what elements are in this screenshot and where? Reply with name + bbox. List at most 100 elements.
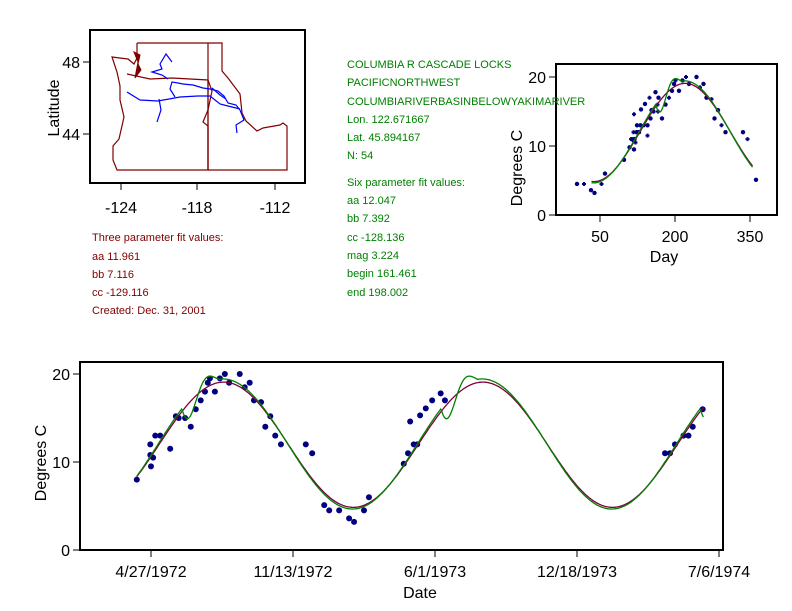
river-line bbox=[126, 91, 241, 110]
day-plot-data-point bbox=[653, 89, 658, 95]
day-plot-data-point bbox=[712, 116, 717, 121]
six-fit-mag: mag 3.224 bbox=[347, 250, 399, 262]
map-x-tick-label: -124 bbox=[105, 200, 137, 217]
six-fit-bb: bb 7.392 bbox=[347, 213, 390, 225]
day-plot-six-param-fit-line bbox=[591, 77, 754, 184]
day-plot-data-point-plus bbox=[645, 133, 650, 138]
river-line bbox=[209, 88, 245, 134]
date-plot-data-point bbox=[407, 418, 414, 425]
six-fit-cc: cc -128.136 bbox=[347, 232, 405, 244]
date-plot-data-point bbox=[422, 405, 429, 412]
day-plot-data-point bbox=[574, 181, 580, 187]
date-y-axis-label: Degrees C bbox=[33, 425, 50, 501]
day-plot-data-point bbox=[588, 187, 594, 193]
day-plot-data-point bbox=[701, 81, 706, 87]
day-plot-x-tick-label: 50 bbox=[591, 229, 609, 246]
date-plot-frame bbox=[79, 361, 724, 551]
day-plot-data-point bbox=[676, 88, 682, 94]
date-plot-data-point bbox=[417, 412, 424, 419]
station-basin: COLUMBIARIVERBASINBELOWYAKIMARIVER bbox=[347, 96, 586, 108]
map-y-tick-label: 44 bbox=[62, 127, 80, 144]
date-plot-data-point bbox=[437, 390, 444, 397]
day-plot-data-point bbox=[634, 123, 640, 128]
created-date: Created: Dec. 31, 2001 bbox=[92, 305, 206, 317]
day-plot-data-point bbox=[642, 101, 648, 107]
station-n: N: 54 bbox=[347, 150, 374, 162]
date-plot-data-point bbox=[429, 397, 436, 404]
date-plot-data-point bbox=[336, 507, 343, 514]
day-plot-data-point bbox=[659, 116, 665, 121]
six-fit-aa: aa 12.047 bbox=[347, 195, 396, 207]
date-plot-data-point bbox=[365, 494, 372, 501]
map-y-tick-label: 48 bbox=[62, 55, 80, 72]
day-plot-three-param-fit-line bbox=[591, 82, 753, 183]
date-plot-data-point bbox=[326, 507, 333, 514]
date-plot-data-point bbox=[351, 518, 358, 525]
date-plot-data-point bbox=[662, 450, 669, 457]
map-frame bbox=[89, 29, 306, 184]
river-line bbox=[211, 87, 227, 100]
date-plot-data-point bbox=[157, 432, 164, 439]
date-plot-data-point bbox=[175, 415, 182, 421]
date-plot-y-tick-label: 20 bbox=[52, 367, 70, 384]
day-plot-data-point-plus bbox=[632, 112, 636, 117]
date-plot-data-point bbox=[133, 476, 140, 483]
date-plot-data-point bbox=[246, 379, 253, 386]
date-plot-data-point bbox=[221, 371, 228, 377]
day-plot-data-point bbox=[592, 190, 597, 196]
three-fit-bb: bb 7.116 bbox=[92, 269, 135, 281]
six-fit-title: Six parameter fit values: bbox=[347, 177, 465, 189]
day-plot-data-point-plus bbox=[684, 75, 688, 79]
station-name: COLUMBIA R CASCADE LOCKS bbox=[347, 59, 512, 71]
day-x-axis-label: Day bbox=[650, 249, 678, 266]
day-plot-x-tick-label: 350 bbox=[737, 229, 764, 246]
six-fit-end: end 198.002 bbox=[347, 287, 409, 299]
date-plot-x-tick-label: 4/27/1972 bbox=[115, 564, 186, 581]
day-plot-data-point bbox=[638, 107, 644, 112]
state-boundary bbox=[111, 43, 209, 171]
date-plot-data-point bbox=[302, 441, 309, 448]
day-y-axis-label: Degrees C bbox=[509, 130, 526, 206]
map-x-tick-label: -118 bbox=[182, 200, 213, 217]
date-plot-data-point bbox=[148, 463, 154, 470]
date-plot-three-param-fit-line bbox=[136, 381, 704, 509]
three-fit-cc: cc -129.116 bbox=[92, 287, 149, 299]
date-plot-x-tick-label: 7/6/1974 bbox=[688, 564, 750, 581]
date-plot-y-tick-label: 10 bbox=[52, 455, 70, 472]
day-plot-data-point-plus bbox=[667, 95, 671, 100]
day-plot-data-point bbox=[671, 81, 677, 87]
date-plot-data-point bbox=[167, 445, 174, 452]
date-x-axis-label: Date bbox=[403, 585, 437, 602]
map-y-axis-label: Latitude bbox=[46, 79, 63, 136]
six-fit-begin: begin 161.461 bbox=[347, 268, 417, 280]
day-plot-data-point-plus bbox=[582, 181, 586, 186]
day-plot-x-tick-label: 200 bbox=[662, 229, 689, 246]
date-plot-x-tick-label: 11/13/1972 bbox=[254, 564, 333, 581]
date-plot-data-point bbox=[211, 388, 218, 395]
day-plot-data-point bbox=[631, 147, 637, 152]
river-line bbox=[169, 81, 211, 98]
station-lon: Lon. 122.671667 bbox=[347, 114, 430, 126]
three-fit-aa: aa 11.961 bbox=[92, 251, 141, 263]
state-boundary bbox=[137, 42, 288, 171]
date-plot-data-point bbox=[272, 432, 279, 439]
date-plot-data-point bbox=[277, 441, 284, 448]
day-plot-data-point-plus bbox=[745, 137, 750, 142]
date-plot-six-param-fit-line bbox=[136, 375, 704, 510]
day-plot-data-point-plus bbox=[719, 123, 724, 128]
puget-sound bbox=[133, 50, 142, 79]
day-plot-data-point bbox=[753, 177, 759, 183]
river-line bbox=[156, 98, 162, 123]
day-plot-y-tick-label: 10 bbox=[528, 139, 546, 156]
day-plot-data-point bbox=[740, 130, 746, 135]
date-plot-data-point bbox=[147, 441, 154, 448]
day-plot-data-point-plus bbox=[599, 181, 604, 186]
date-plot-data-point bbox=[346, 515, 353, 522]
day-plot-y-tick-label: 20 bbox=[528, 70, 546, 87]
date-plot-data-point bbox=[441, 397, 448, 404]
station-lat: Lat. 45.894167 bbox=[347, 132, 421, 144]
river-line bbox=[149, 52, 173, 80]
day-plot-frame bbox=[555, 63, 778, 216]
